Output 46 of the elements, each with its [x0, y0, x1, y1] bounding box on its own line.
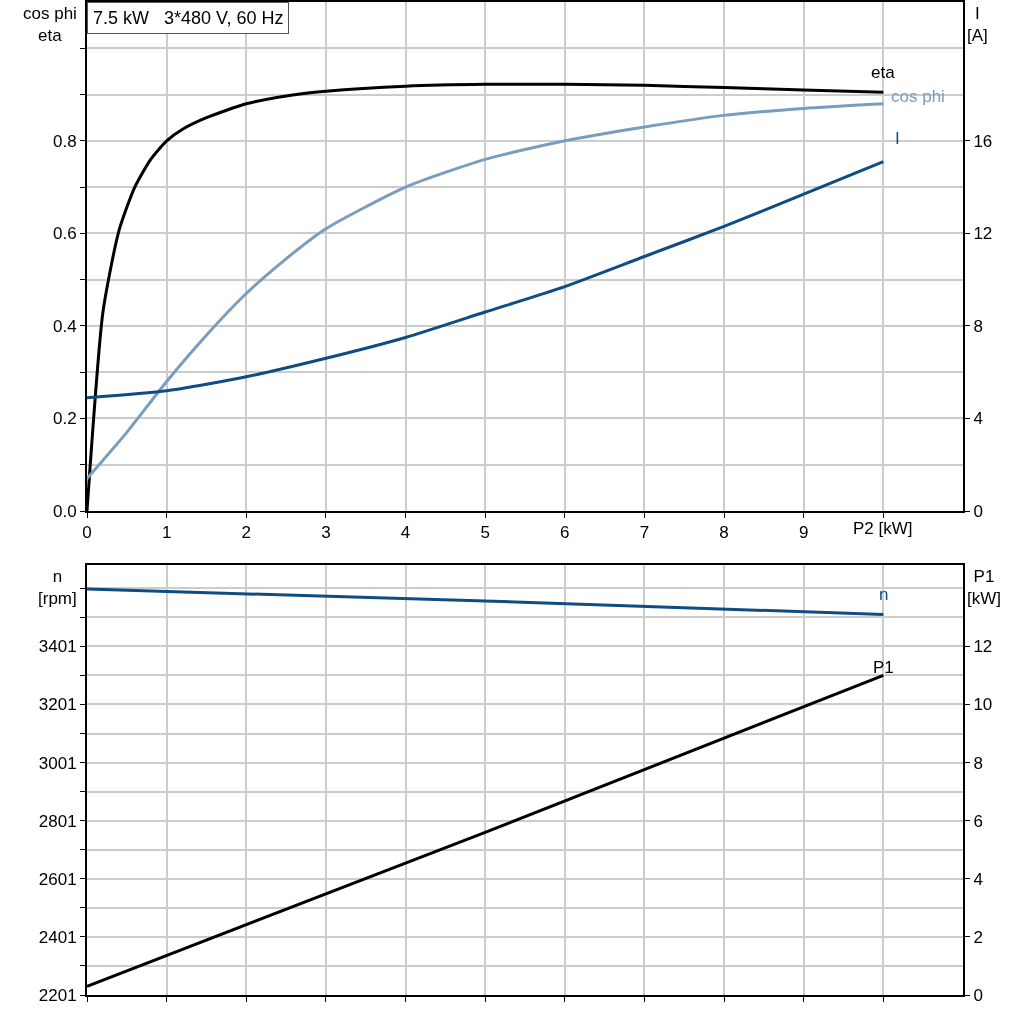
y2-tick-label: 16	[973, 131, 993, 151]
x-axis-title: P2 [kW]	[853, 519, 913, 538]
x-tick-label: 7	[639, 523, 650, 543]
y-tick-label: 2201	[38, 985, 77, 1005]
y2-axis-title: I [A]	[967, 4, 988, 46]
line-series	[87, 160, 885, 400]
y-tick-label: 0.6	[52, 224, 77, 244]
y-tick-label: 0.2	[52, 409, 77, 429]
y2-tick-label: 8	[973, 316, 983, 336]
series-label: eta	[871, 63, 896, 82]
y-tick-label: 2801	[38, 811, 77, 831]
x-tick-label: 0	[82, 523, 92, 543]
x-tick-label: 2	[241, 523, 251, 543]
x-tick-label: 1	[161, 523, 172, 543]
y-tick-label: 0.0	[52, 501, 77, 521]
y2-tick-label: 6	[973, 811, 983, 831]
y-tick-label: 0.4	[52, 316, 77, 336]
x-tick-label: 4	[400, 523, 411, 543]
x-tick-label: 5	[480, 523, 490, 543]
y2-tick-label: 0	[973, 985, 983, 1005]
series-label: n	[879, 585, 889, 604]
y2-tick-label: 10	[973, 695, 993, 715]
y-tick-label: 3001	[38, 753, 77, 773]
y2-tick-label: 8	[973, 753, 983, 773]
y-tick-label: 2401	[38, 927, 77, 947]
y-tick-label: 3401	[38, 637, 77, 657]
series-label: I	[895, 129, 900, 148]
chart-title: 7.5 kW 3*480 V, 60 Hz	[93, 8, 284, 28]
y2-tick-label: 2	[973, 927, 983, 947]
x-tick-label: 9	[799, 523, 809, 543]
y-tick-label: 3201	[38, 695, 77, 715]
y-axis-title: n [rpm]	[38, 567, 77, 609]
y2-tick-label: 12	[973, 224, 993, 244]
y-tick-label: 2601	[38, 869, 77, 889]
y2-tick-label: 4	[973, 869, 983, 889]
y2-axis-title: P1 [kW]	[967, 567, 1001, 609]
x-tick-label: 8	[719, 523, 729, 543]
y2-tick-label: 12	[973, 637, 993, 657]
x-tick-label: 3	[321, 523, 331, 543]
x-tick-label: 6	[560, 523, 570, 543]
y-axis-title: cos phi eta	[23, 4, 77, 46]
y2-tick-label: 0	[973, 501, 983, 521]
series-label: P1	[873, 658, 894, 677]
series-label: cos phi	[891, 87, 945, 106]
y2-tick-label: 4	[973, 409, 983, 429]
y-tick-label: 0.8	[52, 131, 77, 151]
